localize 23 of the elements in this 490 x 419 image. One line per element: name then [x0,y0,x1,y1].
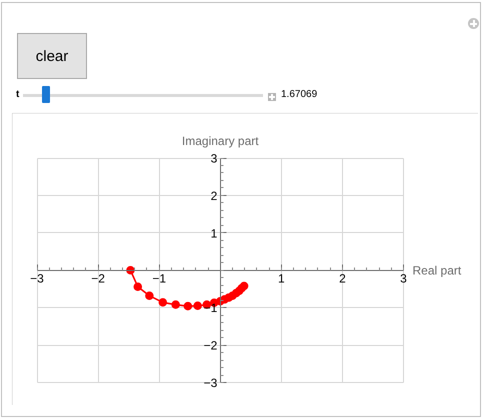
x-tick-label: −1 [152,271,166,286]
point [145,291,154,300]
point [171,300,180,309]
y-tick-label: −3 [204,376,218,390]
x-tick-label: 3 [400,271,408,286]
y-axis-title: Imaginary part [182,134,260,148]
x-tick-label: −2 [91,271,106,286]
x-tick-label: 1 [278,271,285,286]
text: 1.67069 [281,89,318,101]
point [193,302,202,310]
x-tick-label: −3 [30,271,44,286]
y-tick-label: −2 [204,338,218,353]
point [240,282,248,290]
x-axis-title: Real part [412,263,462,278]
point [158,298,168,307]
button: clear [17,33,87,79]
y-tick-label: 1 [210,226,218,240]
x-tick-label: 2 [339,271,346,286]
y-tick-label: 3 [210,152,218,166]
point [184,302,192,310]
point [134,282,142,291]
text: t [16,89,20,101]
y-tick-label: 2 [210,188,218,203]
